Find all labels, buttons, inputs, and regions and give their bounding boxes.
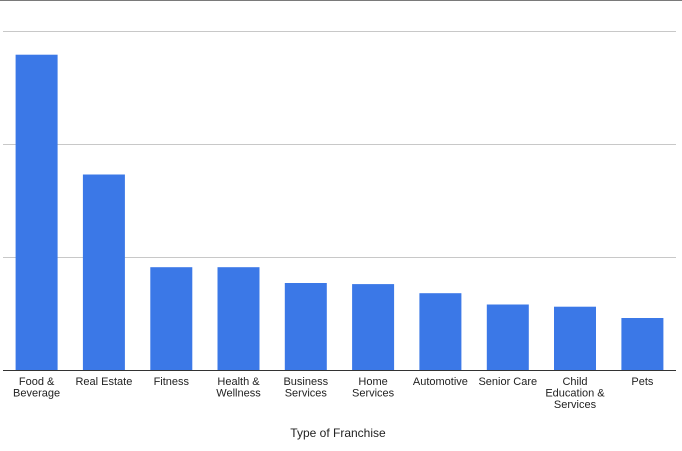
- bar: [419, 293, 462, 370]
- bar: [621, 318, 664, 370]
- axes: [0, 0, 682, 371]
- x-tick-label: Fitness: [154, 376, 190, 388]
- bar: [284, 283, 327, 370]
- x-tick-label: Home Services: [352, 376, 395, 400]
- x-tick-label: Pets: [631, 376, 654, 388]
- bars: [15, 54, 664, 370]
- bar: [217, 267, 260, 370]
- bar: [15, 54, 58, 370]
- x-axis-title: Type of Franchise: [290, 426, 386, 440]
- x-tick-label: Real Estate: [75, 376, 132, 388]
- x-tick-label: Business Services: [283, 376, 328, 400]
- bar: [150, 267, 193, 370]
- x-tick-label: Child Education & Services: [545, 376, 605, 411]
- x-tick-label: Health & Wellness: [216, 376, 261, 400]
- bar: [82, 174, 125, 370]
- bar: [352, 284, 395, 370]
- x-tick-label: Senior Care: [478, 376, 537, 388]
- x-tick-labels: Food & Beverage Real Estate Fitness Health &…: [13, 376, 654, 411]
- x-tick-label: Food & Beverage: [13, 376, 60, 400]
- bar: [486, 304, 529, 370]
- x-tick-label: Automotive: [413, 376, 468, 388]
- bar: [554, 306, 596, 370]
